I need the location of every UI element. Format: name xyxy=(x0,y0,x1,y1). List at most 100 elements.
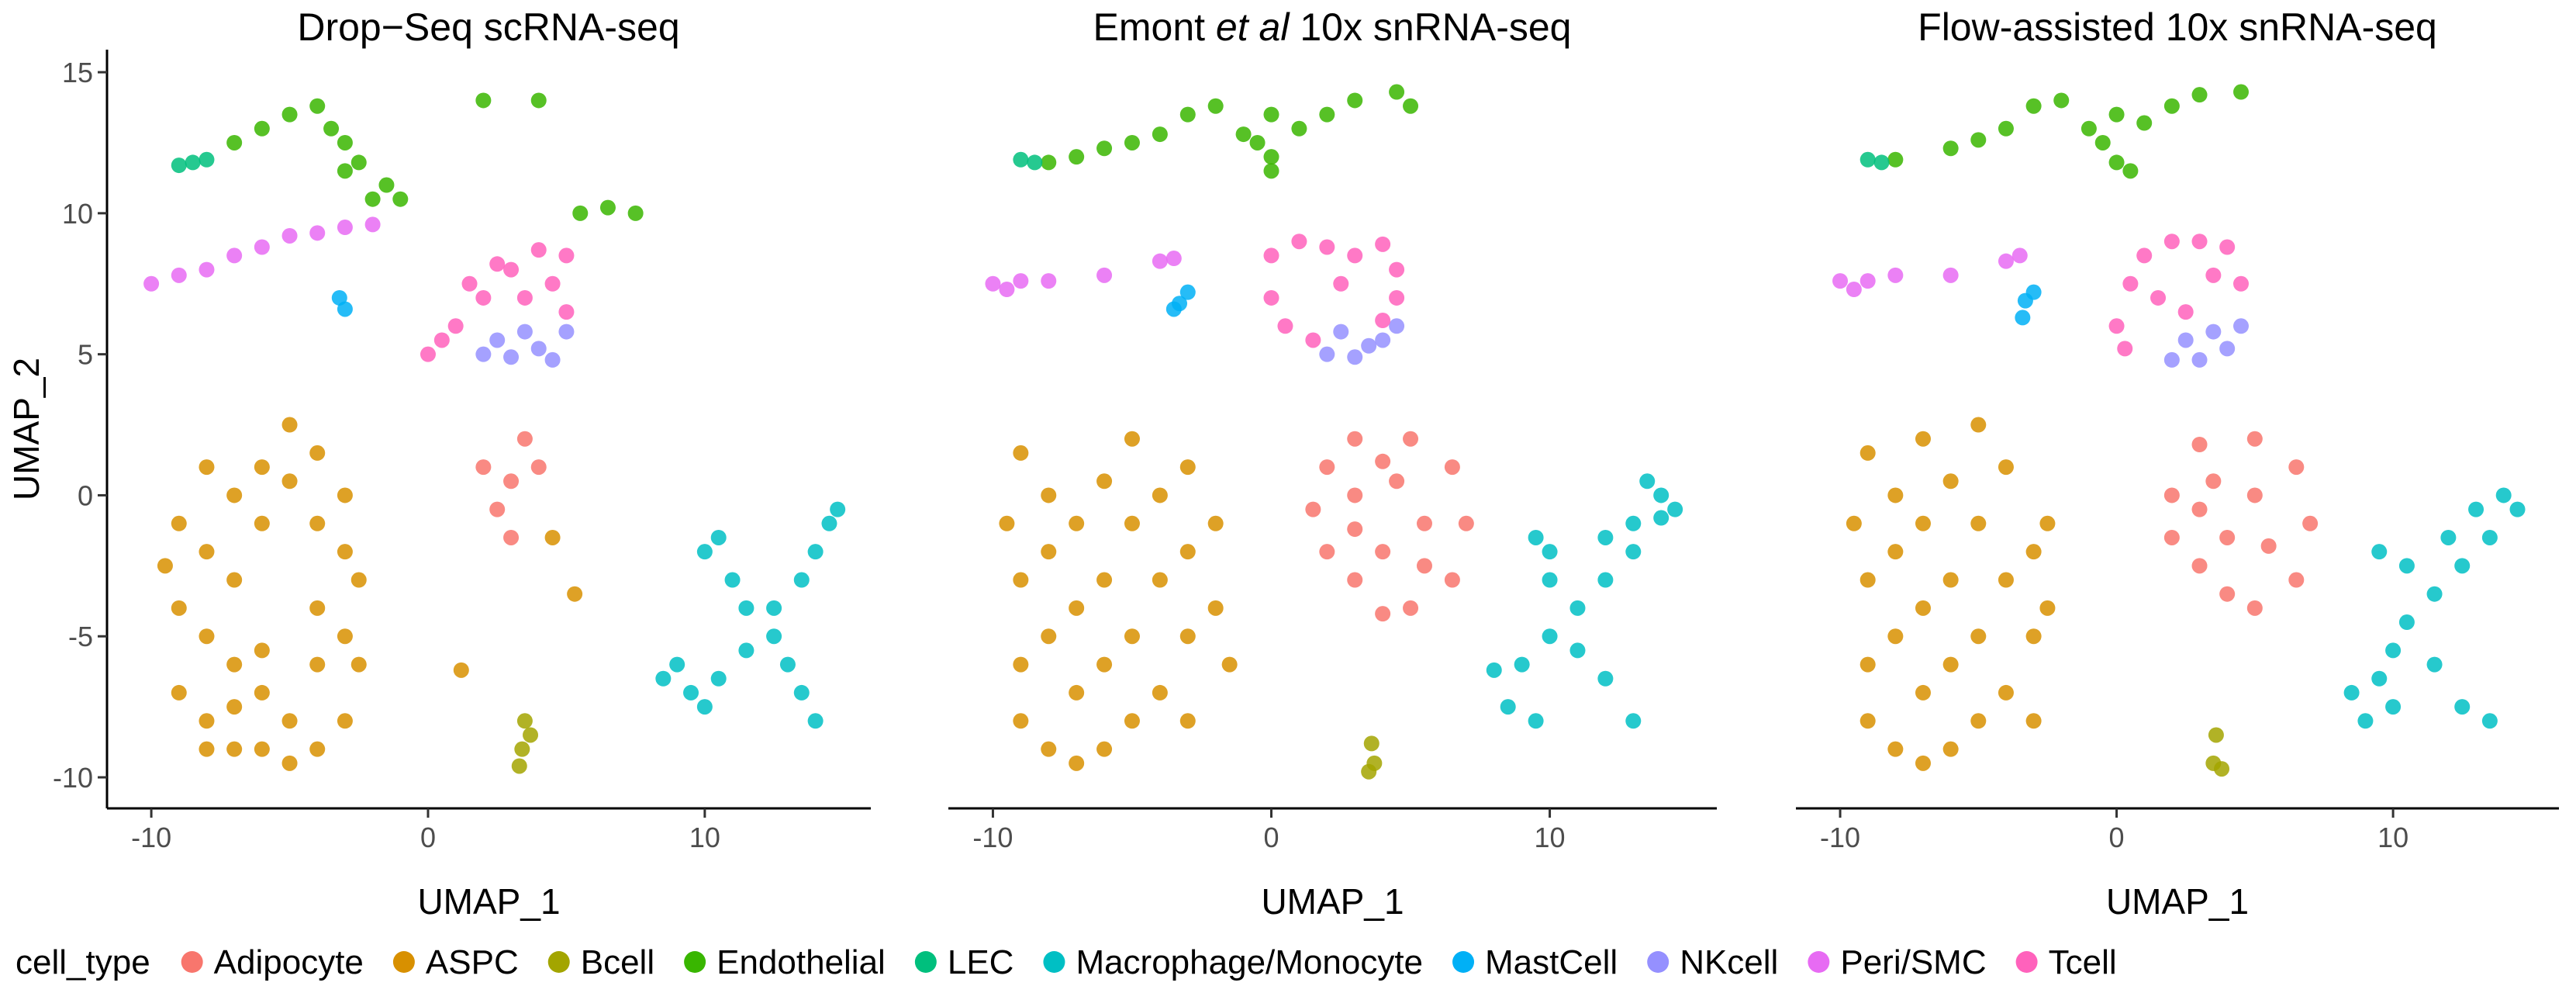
point xyxy=(309,225,326,241)
point xyxy=(1179,628,1196,645)
point xyxy=(1027,154,1043,171)
point xyxy=(2163,98,2180,114)
x-tick-label: -10 xyxy=(972,822,1013,853)
point xyxy=(1221,656,1238,673)
point xyxy=(530,459,547,476)
point xyxy=(1263,106,1279,123)
point xyxy=(2117,341,2133,357)
point xyxy=(309,515,326,531)
x-tick-label: 0 xyxy=(1263,822,1279,853)
point xyxy=(2208,727,2224,743)
point xyxy=(1179,459,1196,476)
point xyxy=(2288,572,2305,588)
point xyxy=(1597,572,1614,588)
y-tick-label: 10 xyxy=(62,198,93,230)
point xyxy=(2398,614,2415,631)
point xyxy=(1942,656,1959,673)
point xyxy=(337,163,353,179)
point xyxy=(1625,515,1642,531)
point xyxy=(2509,501,2526,517)
point xyxy=(489,332,506,348)
point xyxy=(281,227,298,244)
point xyxy=(999,515,1015,531)
point xyxy=(309,98,326,114)
point xyxy=(171,157,187,174)
point xyxy=(1179,284,1196,300)
point xyxy=(1347,521,1363,538)
point xyxy=(738,642,754,659)
point xyxy=(2398,558,2415,574)
point xyxy=(1403,431,1419,447)
title-part: 10x snRNA-seq xyxy=(1289,5,1571,49)
point xyxy=(1096,140,1113,157)
legend-label: NKcell xyxy=(1680,943,1778,981)
point xyxy=(1597,529,1614,545)
x-tick-label: 0 xyxy=(2109,822,2125,853)
point xyxy=(572,205,589,221)
point xyxy=(2015,310,2031,326)
point xyxy=(2039,600,2056,616)
point xyxy=(2371,544,2388,560)
point xyxy=(1639,473,1656,490)
point xyxy=(1528,529,1544,545)
point xyxy=(2025,628,2042,645)
point xyxy=(567,586,583,602)
point xyxy=(1887,267,1904,283)
point xyxy=(1375,332,1391,348)
point xyxy=(1277,318,1293,334)
point xyxy=(281,473,298,490)
point xyxy=(1887,741,1904,757)
point xyxy=(1347,487,1363,503)
point xyxy=(1165,251,1182,267)
point xyxy=(1915,515,1931,531)
point xyxy=(1375,453,1391,469)
point xyxy=(1970,417,1987,433)
point xyxy=(724,572,741,588)
point xyxy=(1013,656,1029,673)
point xyxy=(1998,684,2014,701)
point xyxy=(1347,349,1363,365)
panel-title: Emont et al 10x snRNA-seq xyxy=(1093,5,1572,49)
point xyxy=(2094,134,2111,151)
point xyxy=(1013,445,1029,461)
point xyxy=(2260,538,2277,554)
point xyxy=(1597,670,1614,687)
point xyxy=(511,758,527,774)
point xyxy=(558,324,575,340)
point xyxy=(1319,544,1335,560)
point xyxy=(1667,501,1683,517)
point xyxy=(171,684,187,701)
point xyxy=(309,600,326,616)
point xyxy=(1998,253,2014,269)
point xyxy=(2025,98,2042,114)
point xyxy=(1179,544,1196,560)
point xyxy=(2481,713,2498,729)
y-tick-label: 0 xyxy=(78,479,93,511)
legend-label: LEC xyxy=(948,943,1014,981)
point xyxy=(710,670,727,687)
point xyxy=(461,275,478,292)
point xyxy=(558,304,575,320)
point xyxy=(1970,515,1987,531)
point xyxy=(2233,275,2249,292)
point xyxy=(185,154,201,171)
point xyxy=(1179,106,1196,123)
point xyxy=(1363,735,1380,752)
point xyxy=(1013,273,1029,289)
panel-title: Drop−Seq scRNA-seq xyxy=(297,5,679,49)
point xyxy=(1069,755,1085,771)
point xyxy=(1207,600,1224,616)
point xyxy=(1998,120,2014,137)
point xyxy=(1069,684,1085,701)
point xyxy=(1333,324,1349,340)
point xyxy=(2426,586,2443,602)
point xyxy=(655,670,672,687)
point xyxy=(254,120,270,137)
legend-label: Tcell xyxy=(2049,943,2117,981)
point xyxy=(489,501,506,517)
point xyxy=(226,134,243,151)
point xyxy=(309,445,326,461)
point xyxy=(1305,332,1321,348)
point xyxy=(171,515,187,531)
